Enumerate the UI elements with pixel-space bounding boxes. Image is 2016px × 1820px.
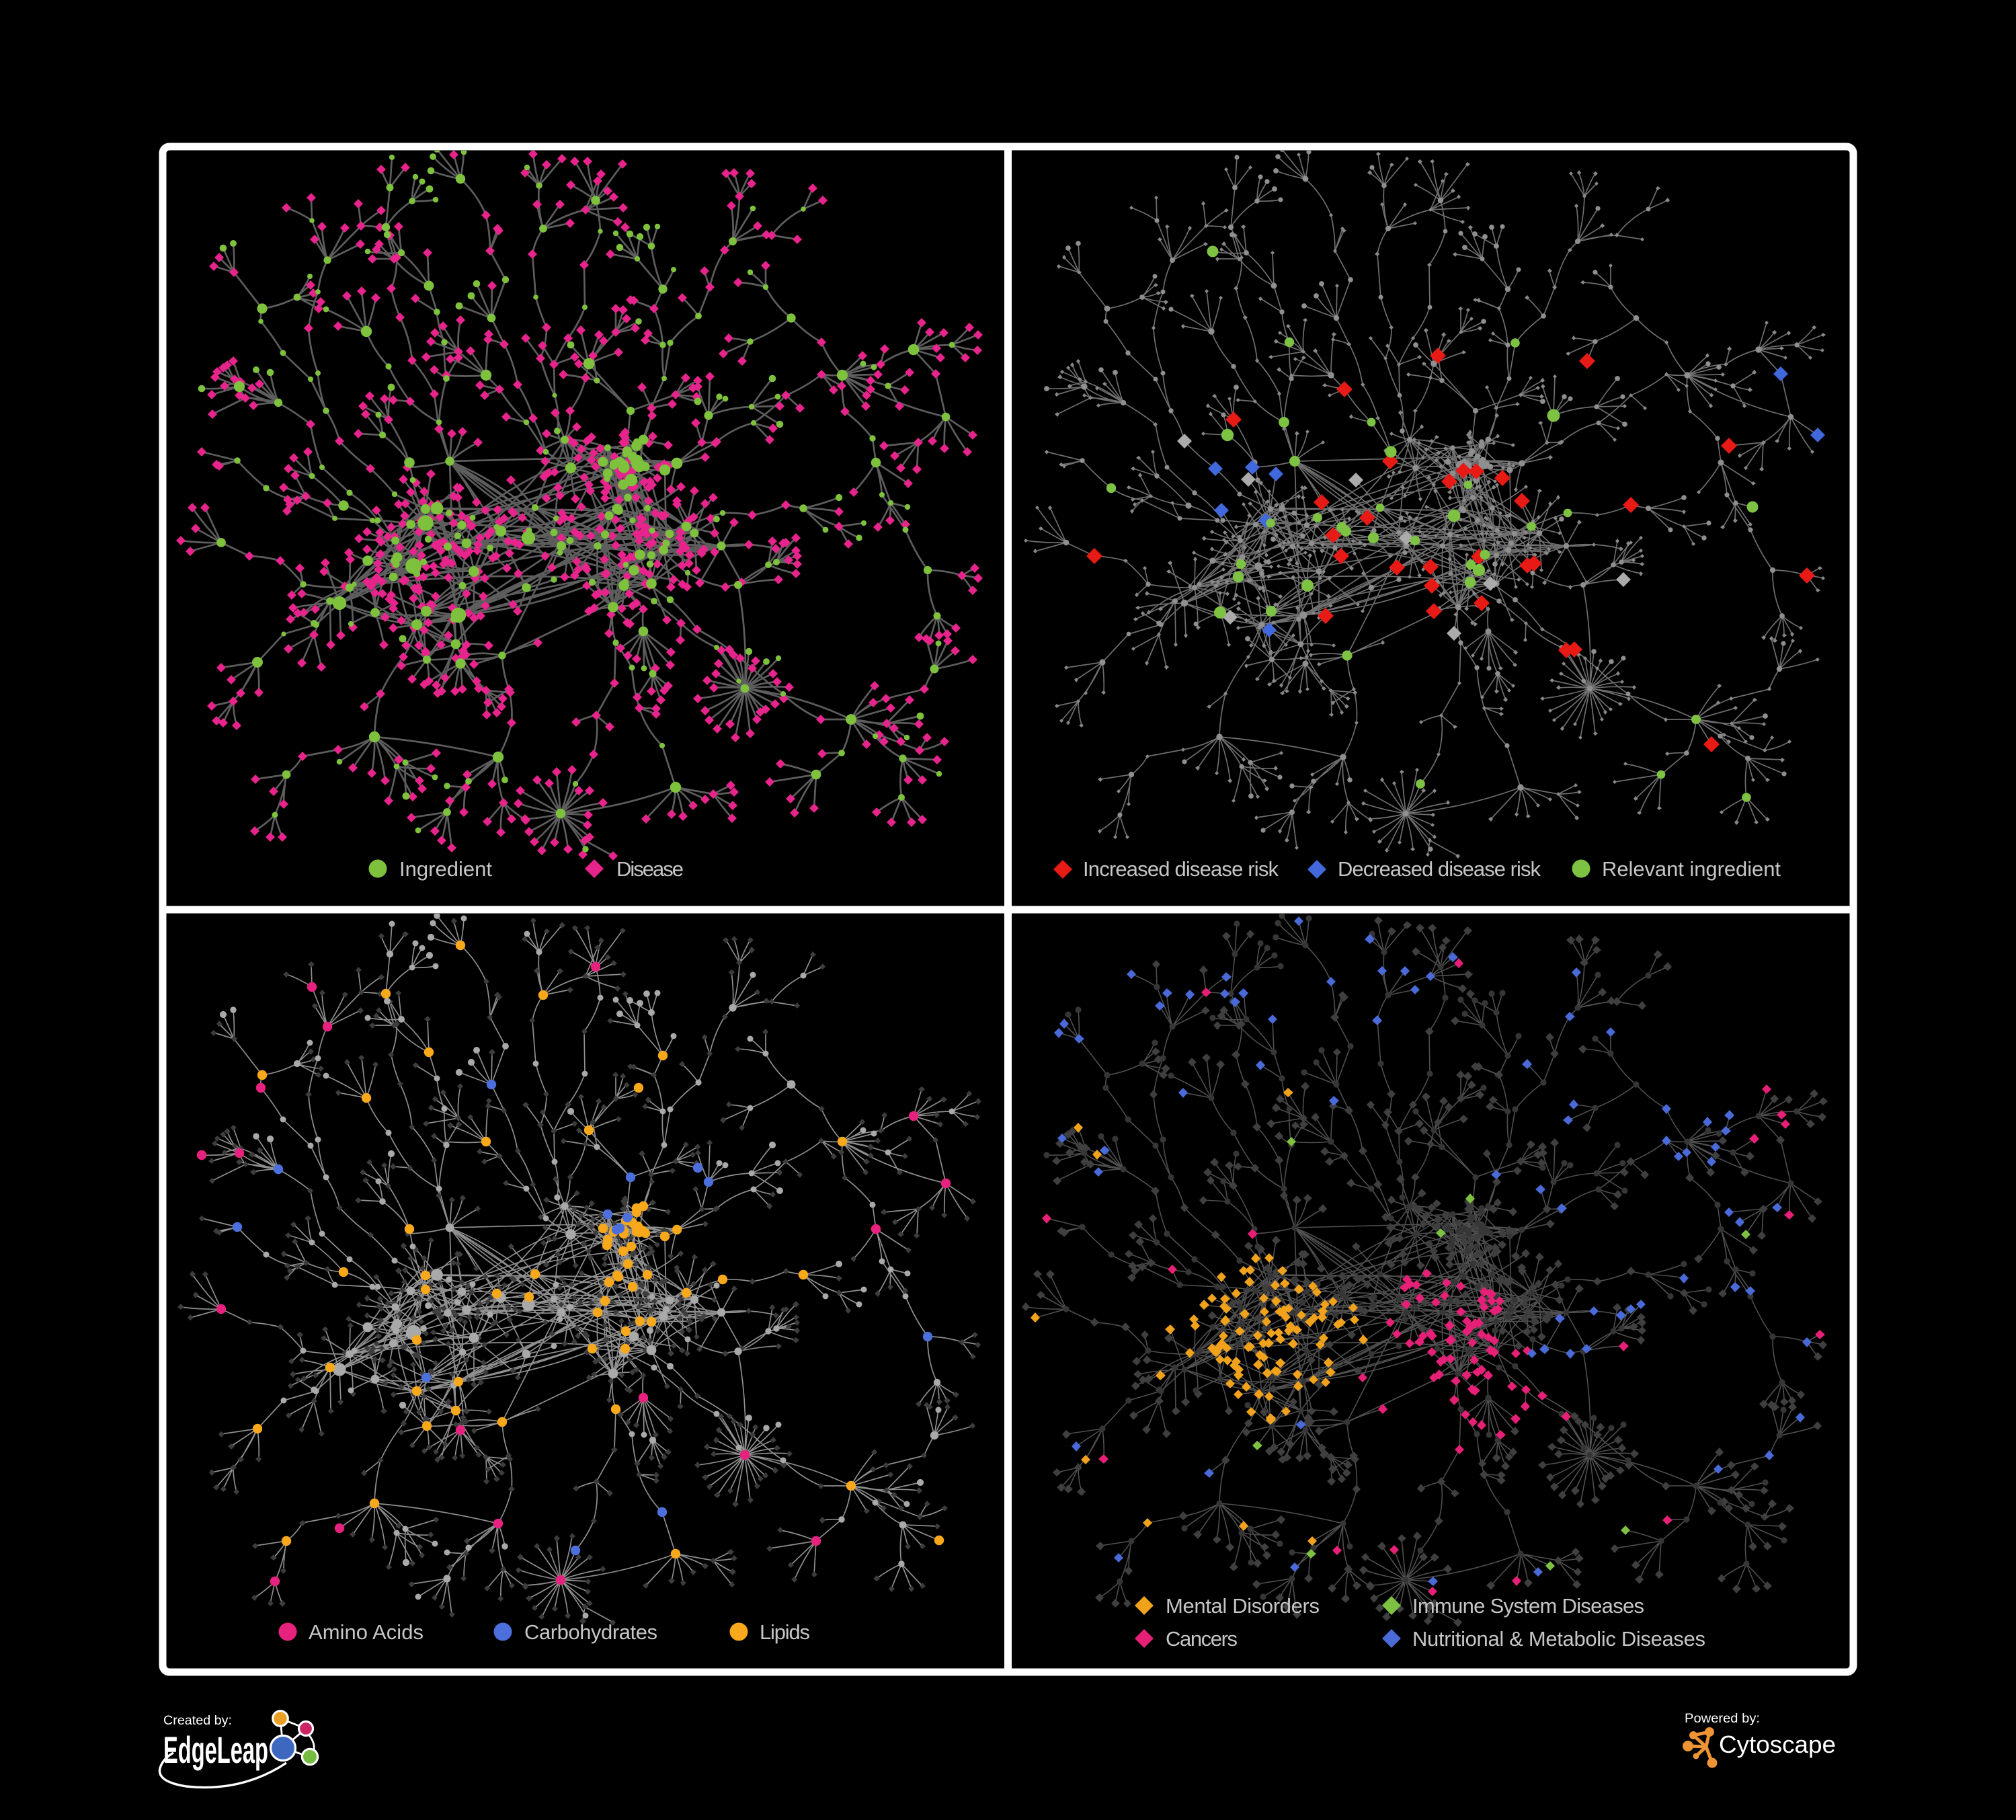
svg-text:Amino Acids: Amino Acids	[309, 1620, 424, 1644]
svg-text:Ingredient: Ingredient	[399, 857, 492, 881]
svg-text:Nutritional & Metabolic Diseas: Nutritional & Metabolic Diseases	[1412, 1627, 1705, 1651]
svg-text:Carbohydrates: Carbohydrates	[524, 1620, 657, 1644]
svg-text:Relevant ingredient: Relevant ingredient	[1602, 857, 1781, 881]
svg-text:Powered by:: Powered by:	[1685, 1712, 1760, 1726]
svg-text:Mental Disorders: Mental Disorders	[1166, 1594, 1320, 1618]
svg-text:Lipids: Lipids	[760, 1620, 810, 1644]
svg-text:Immune System Diseases: Immune System Diseases	[1412, 1594, 1644, 1618]
svg-text:Decreased disease risk: Decreased disease risk	[1338, 857, 1541, 881]
svg-text:Created by:: Created by:	[163, 1714, 232, 1728]
svg-text:Cytoscape: Cytoscape	[1719, 1731, 1836, 1758]
svg-text:EdgeLeap: EdgeLeap	[163, 1729, 268, 1771]
svg-text:Disease: Disease	[616, 857, 684, 881]
svg-text:Cancers: Cancers	[1166, 1627, 1238, 1651]
svg-text:Increased disease risk: Increased disease risk	[1083, 857, 1279, 881]
